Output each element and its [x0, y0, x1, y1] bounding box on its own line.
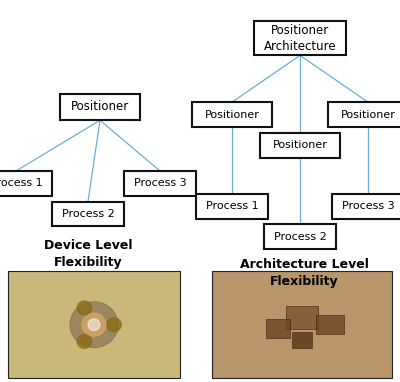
FancyBboxPatch shape [8, 271, 180, 378]
FancyBboxPatch shape [316, 315, 344, 334]
FancyBboxPatch shape [264, 224, 336, 249]
FancyBboxPatch shape [266, 319, 290, 338]
FancyBboxPatch shape [196, 194, 268, 219]
Text: Positioner: Positioner [340, 110, 396, 120]
FancyBboxPatch shape [52, 202, 124, 226]
FancyBboxPatch shape [60, 94, 140, 120]
Text: Positioner
Architecture: Positioner Architecture [264, 24, 336, 53]
Circle shape [77, 301, 92, 315]
FancyBboxPatch shape [212, 271, 392, 378]
FancyBboxPatch shape [260, 133, 340, 157]
Text: Process 1: Process 1 [0, 178, 42, 188]
FancyBboxPatch shape [292, 332, 312, 348]
Text: Positioner: Positioner [204, 110, 260, 120]
Text: Process 3: Process 3 [342, 201, 394, 211]
Text: Process 3: Process 3 [134, 178, 186, 188]
Circle shape [82, 313, 106, 336]
FancyBboxPatch shape [254, 21, 346, 55]
Text: Process 1: Process 1 [206, 201, 258, 211]
Text: Positioner: Positioner [71, 100, 129, 113]
Text: Device Level
Flexibility: Device Level Flexibility [44, 239, 132, 269]
Circle shape [70, 302, 118, 348]
FancyBboxPatch shape [332, 194, 400, 219]
Circle shape [88, 319, 100, 330]
Circle shape [77, 335, 92, 348]
Text: Process 2: Process 2 [274, 232, 326, 242]
Text: Process 2: Process 2 [62, 209, 114, 219]
Text: Positioner: Positioner [272, 140, 328, 150]
FancyBboxPatch shape [328, 102, 400, 127]
FancyBboxPatch shape [124, 171, 196, 196]
FancyBboxPatch shape [192, 102, 272, 127]
FancyBboxPatch shape [0, 171, 52, 196]
Text: Architecture Level
Flexibility: Architecture Level Flexibility [240, 258, 368, 288]
FancyBboxPatch shape [286, 306, 318, 329]
Circle shape [107, 318, 121, 332]
